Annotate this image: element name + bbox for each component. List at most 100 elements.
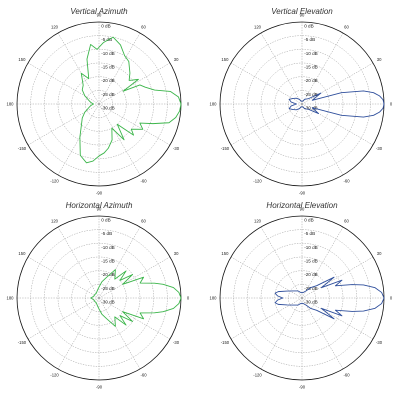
angle-tick-label: -120 (50, 373, 59, 378)
grid-circle (44, 243, 154, 353)
grid-spoke (27, 103, 100, 146)
radial-tick-label: -30 dB (304, 300, 318, 305)
angle-tick-label: -150 (18, 146, 27, 151)
grid-circle (57, 256, 141, 340)
radial-tick-label: -5 dB (304, 231, 315, 236)
angle-tick-label: -90 (299, 191, 306, 196)
angle-tick-label: 0 (187, 102, 190, 107)
grid-circle (57, 62, 141, 146)
polar-chart-1: Vertical Azimuth 0 dB -5 dB -10 dB -15 dB -20… (7, 7, 190, 196)
grid-spoke (260, 297, 303, 370)
grid-circle (260, 62, 344, 146)
angle-tick-label: 30 (174, 57, 179, 62)
radial-tick-label: -25 dB (101, 286, 115, 291)
radial-tick-label: -30 dB (304, 106, 318, 111)
grid-spoke (230, 256, 303, 299)
radial-tick-label: 0 dB (101, 24, 110, 29)
pattern-series-1 (274, 276, 385, 320)
radial-tick-label: -30 dB (101, 300, 115, 305)
angle-tick-label: 150 (221, 251, 229, 256)
grid-circle (85, 284, 113, 312)
grid-spoke (260, 32, 303, 105)
grid-circle (44, 49, 154, 159)
angle-tick-label: 90 (97, 13, 102, 18)
angle-tick-label: 150 (18, 251, 26, 256)
angle-tick-label: 60 (141, 25, 146, 30)
angle-tick-label: -120 (50, 179, 59, 184)
angle-tick-label: 60 (141, 219, 146, 224)
angle-tick-label: -30 (376, 146, 383, 151)
angle-tick-label: 30 (377, 57, 382, 62)
angle-tick-label: 0 (187, 296, 190, 301)
radial-tick-label: -15 dB (304, 65, 318, 70)
angle-tick-label: -150 (221, 340, 230, 345)
angle-tick-label: -30 (173, 146, 180, 151)
angle-tick-label: 90 (300, 13, 305, 18)
radial-tick-label: -25 dB (101, 92, 115, 97)
chart-title: Horizontal Elevation (266, 201, 338, 210)
grid-circle (288, 284, 316, 312)
radial-tick-label: -5 dB (304, 37, 315, 42)
grid-spoke (260, 226, 303, 299)
grid-spoke (57, 32, 100, 105)
radial-tick-label: -10 dB (304, 245, 318, 250)
angle-tick-label: 60 (344, 25, 349, 30)
radial-tick-label: -20 dB (101, 78, 115, 83)
grid-circle (274, 270, 330, 326)
grid-spoke (98, 297, 171, 340)
angle-tick-label: 120 (254, 219, 262, 224)
chart-title: Vertical Elevation (271, 7, 333, 16)
grid-spoke (301, 103, 374, 146)
angle-tick-label: -150 (221, 146, 230, 151)
angle-tick-label: 180 (7, 296, 15, 301)
angle-tick-label: 150 (221, 57, 229, 62)
angle-tick-label: 120 (254, 25, 262, 30)
grid-spoke (27, 256, 100, 299)
angle-tick-label: -60 (343, 373, 350, 378)
angle-tick-label: 90 (300, 207, 305, 212)
grid-circle (233, 35, 371, 173)
radial-tick-label: -25 dB (304, 286, 318, 291)
angle-tick-label: 150 (18, 57, 26, 62)
radial-tick-label: -20 dB (304, 272, 318, 277)
angle-tick-label: 60 (344, 219, 349, 224)
grid-spoke (230, 103, 303, 146)
radial-tick-label: -10 dB (101, 51, 115, 56)
angle-tick-label: 30 (377, 251, 382, 256)
grid-spoke (98, 103, 171, 146)
grid-spoke (57, 103, 100, 176)
grid-spoke (57, 226, 100, 299)
grid-circle (71, 76, 127, 132)
grid-spoke (57, 297, 100, 370)
angle-tick-label: -30 (173, 340, 180, 345)
grid-spoke (230, 62, 303, 105)
grid-circle (85, 90, 113, 118)
grid-circle (30, 229, 168, 367)
angle-tick-label: 120 (51, 219, 59, 224)
angle-tick-label: -120 (253, 373, 262, 378)
angle-tick-label: 0 (390, 296, 393, 301)
angle-tick-label: -90 (96, 385, 103, 390)
grid-spoke (301, 297, 374, 340)
grid-circle (288, 90, 316, 118)
angle-tick-label: 180 (210, 102, 218, 107)
radial-tick-label: -15 dB (101, 259, 115, 264)
radial-tick-label: -30 dB (101, 106, 115, 111)
angle-tick-label: -60 (140, 373, 147, 378)
grid-circle (274, 76, 330, 132)
polar-chart-3: Horizontal Azimuth 0 dB -5 dB -10 dB -15 dB -… (7, 201, 190, 390)
angle-tick-label: 180 (210, 296, 218, 301)
angle-tick-label: -60 (140, 179, 147, 184)
polar-chart-2: Vertical Elevation 0 dB -5 dB -10 dB -15 dB -… (210, 7, 393, 196)
angle-tick-label: -90 (299, 385, 306, 390)
radial-tick-label: -25 dB (304, 92, 318, 97)
radial-tick-label: -5 dB (101, 37, 112, 42)
pattern-series-1 (90, 269, 182, 327)
grid-spoke (27, 297, 100, 340)
polar-chart-4: Horizontal Elevation 0 dB -5 dB -10 dB -15 d… (210, 201, 393, 390)
grid-circle (71, 270, 127, 326)
grid-circle (247, 243, 357, 353)
chart-title: Vertical Azimuth (70, 7, 128, 16)
radial-tick-label: -15 dB (304, 259, 318, 264)
